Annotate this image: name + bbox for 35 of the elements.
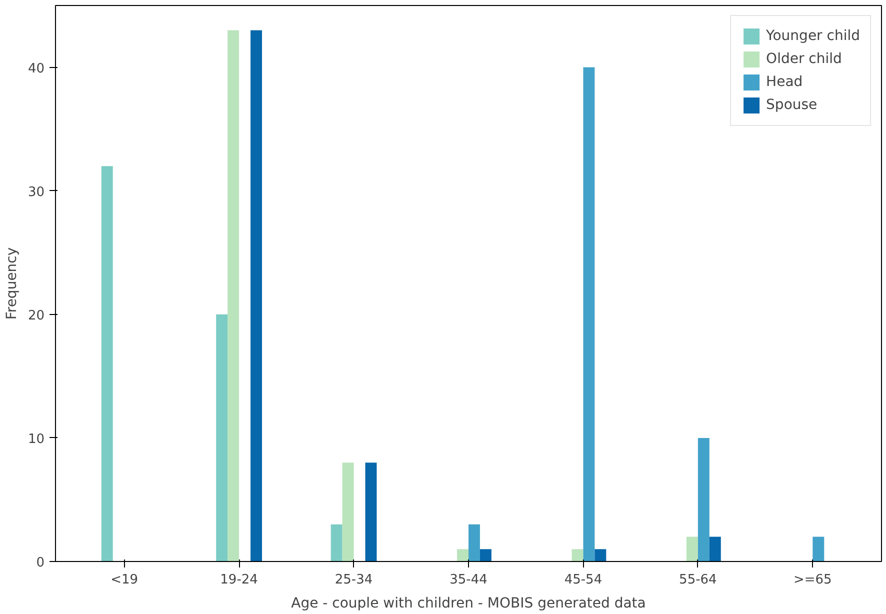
legend-label: Older child bbox=[766, 51, 842, 67]
x-axis-title: Age - couple with children - MOBIS generated data bbox=[291, 596, 646, 612]
bar bbox=[594, 549, 606, 562]
bar bbox=[709, 536, 721, 562]
bar bbox=[216, 314, 228, 562]
y-tick-label: 20 bbox=[28, 308, 45, 324]
legend-label: Spouse bbox=[766, 97, 818, 113]
bar bbox=[228, 30, 240, 562]
x-tick-label: 35-44 bbox=[450, 572, 488, 588]
x-tick-label: 19-24 bbox=[220, 572, 258, 588]
bar bbox=[468, 524, 480, 562]
x-tick-label: >=65 bbox=[794, 572, 832, 588]
x-tick-label: 55-64 bbox=[679, 572, 717, 588]
bar bbox=[457, 549, 468, 562]
bar bbox=[365, 462, 377, 562]
bar bbox=[250, 30, 262, 562]
legend-label: Younger child bbox=[766, 28, 860, 44]
bar bbox=[330, 524, 342, 562]
bar bbox=[686, 536, 698, 562]
bar bbox=[342, 462, 354, 562]
bar bbox=[812, 536, 824, 562]
legend-label: Head bbox=[766, 74, 803, 90]
y-tick-label: 10 bbox=[28, 432, 45, 447]
bar bbox=[480, 549, 492, 562]
bar bbox=[698, 438, 710, 562]
y-axis-title: Frequency bbox=[4, 247, 20, 320]
y-tick-label: 30 bbox=[28, 184, 45, 200]
bar bbox=[583, 67, 595, 562]
bar bbox=[572, 549, 584, 562]
y-tick-label: 40 bbox=[28, 61, 45, 76]
x-tick-label: 25-34 bbox=[334, 572, 373, 588]
x-tick-label: <19 bbox=[110, 572, 138, 588]
bar bbox=[101, 166, 113, 562]
y-tick-label: 0 bbox=[36, 556, 45, 570]
x-tick-label: 45-54 bbox=[564, 572, 602, 588]
